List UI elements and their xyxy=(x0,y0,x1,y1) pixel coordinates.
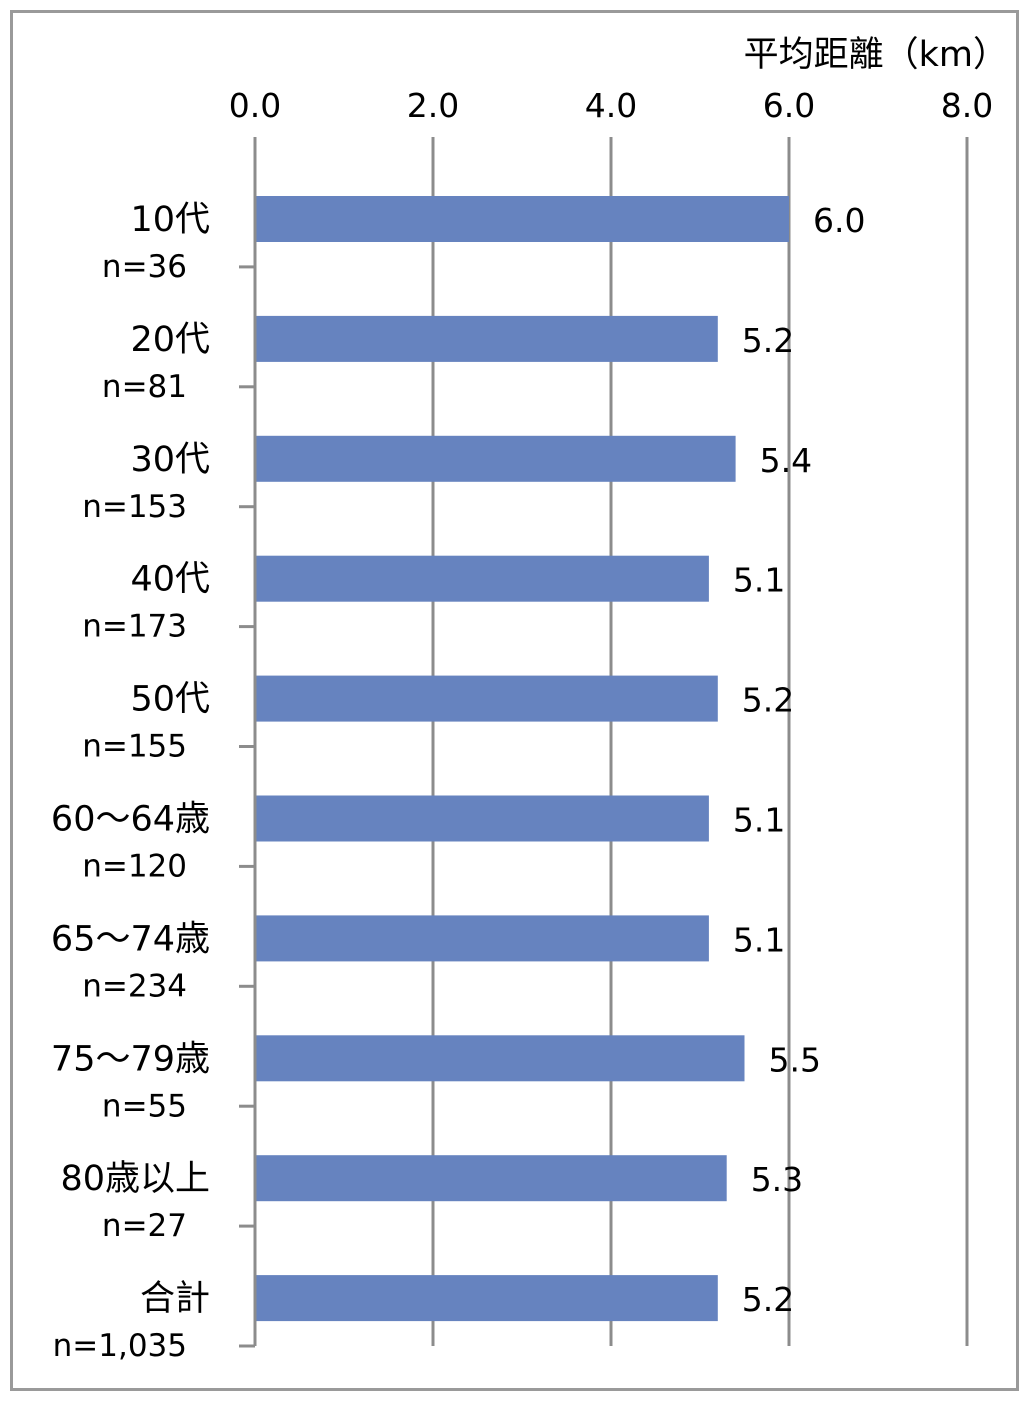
bar xyxy=(255,1155,727,1202)
bars xyxy=(255,196,789,1322)
sample-size-label: n=155 xyxy=(82,729,187,765)
category-label: 65～74歳 xyxy=(51,919,210,959)
value-label: 5.2 xyxy=(742,321,794,360)
category-label: 80歳以上 xyxy=(60,1159,210,1199)
value-label: 5.2 xyxy=(742,681,794,720)
y-axis xyxy=(239,137,257,1348)
sample-size-label: n=27 xyxy=(102,1208,187,1244)
category-label: 合計 xyxy=(140,1279,210,1319)
category-label: 40代 xyxy=(130,560,210,600)
value-label: 5.4 xyxy=(760,441,812,480)
bar xyxy=(255,795,709,842)
category-label: 60～64歳 xyxy=(51,800,210,840)
x-tick-label: 4.0 xyxy=(585,86,637,125)
sample-size-label: n=173 xyxy=(82,609,187,645)
sample-size-label: n=81 xyxy=(102,369,187,405)
value-label: 5.1 xyxy=(733,561,785,600)
bar xyxy=(255,435,736,482)
value-label: 5.1 xyxy=(733,920,785,959)
bar xyxy=(255,315,718,362)
axis-unit-label: 平均距離（km） xyxy=(744,35,1008,75)
category-label: 75～79歳 xyxy=(51,1039,210,1079)
bar xyxy=(255,915,709,962)
x-tick-label: 2.0 xyxy=(407,86,459,125)
bar xyxy=(255,196,789,242)
value-label: 5.5 xyxy=(769,1040,821,1079)
sample-size-label: n=1,035 xyxy=(53,1328,187,1364)
bar xyxy=(255,675,718,722)
bar xyxy=(255,555,709,602)
value-label: 6.0 xyxy=(813,201,865,240)
category-labels: 10代 n=36 20代 n=81 30代 n=153 40代 n=173 50代 n=155 60… xyxy=(51,200,210,1364)
value-label: 5.2 xyxy=(742,1280,794,1319)
sample-size-label: n=153 xyxy=(82,489,187,525)
bar xyxy=(255,1035,745,1082)
sample-size-label: n=120 xyxy=(82,849,187,885)
value-labels: 6.0 5.2 5.4 5.1 5.2 5.1 5.1 5.5 5.3 5.2 xyxy=(733,201,866,1319)
sample-size-label: n=36 xyxy=(102,249,187,285)
sample-size-label: n=55 xyxy=(102,1088,187,1124)
x-tick-label: 8.0 xyxy=(941,86,993,125)
value-label: 5.1 xyxy=(733,801,785,840)
sample-size-label: n=234 xyxy=(82,968,187,1004)
x-tick-labels: 0.0 2.0 4.0 6.0 8.0 xyxy=(229,86,993,125)
category-label: 10代 xyxy=(130,200,210,240)
category-label: 20代 xyxy=(130,320,210,360)
x-tick-label: 0.0 xyxy=(229,86,281,125)
category-label: 30代 xyxy=(130,440,210,480)
value-label: 5.3 xyxy=(751,1160,803,1199)
category-label: 50代 xyxy=(130,680,210,720)
bar xyxy=(255,1275,718,1322)
x-tick-label: 6.0 xyxy=(763,86,815,125)
